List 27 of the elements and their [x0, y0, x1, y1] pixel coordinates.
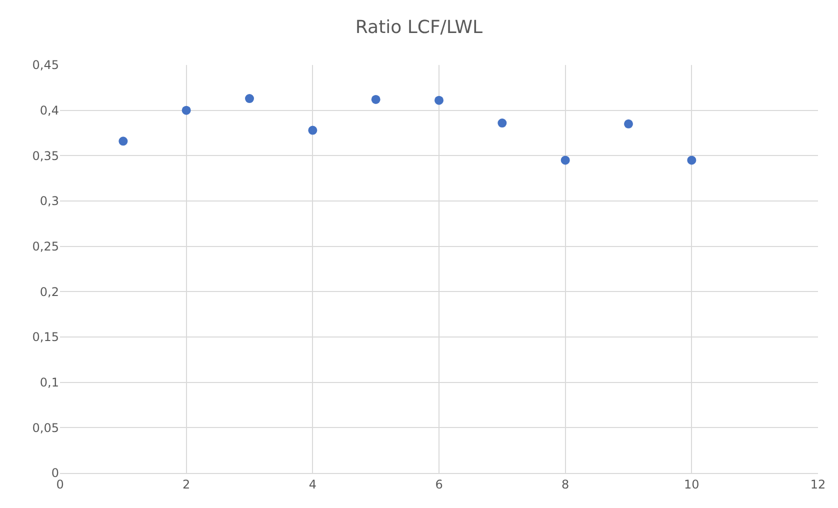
point — [118, 136, 128, 146]
y-tick-label: 0 — [51, 466, 59, 480]
point — [434, 96, 444, 105]
x-tick-label: 6 — [435, 477, 443, 492]
chart-title: Ratio LCF/LWL — [355, 16, 483, 38]
point — [624, 119, 633, 128]
y-tick-label: 0,05 — [32, 420, 59, 435]
point — [560, 156, 570, 165]
x-tick-label: 2 — [182, 477, 190, 492]
point — [308, 126, 318, 135]
x-tick-label: 8 — [562, 477, 570, 492]
y-tick-label: 0,35 — [32, 148, 59, 163]
y-tick-label: 0,1 — [40, 376, 59, 390]
y-tick-label: 0,45 — [32, 58, 59, 72]
y-tick-label: 0,2 — [40, 284, 59, 299]
x-tick-label: 4 — [308, 477, 316, 492]
y-tick-label: 0,15 — [32, 330, 59, 344]
point — [371, 94, 380, 104]
x-tick-label: 12 — [810, 477, 826, 492]
y-tick-label: 0,25 — [32, 240, 59, 254]
point — [245, 94, 254, 104]
point — [498, 118, 507, 128]
y-tick-label: 0,3 — [40, 194, 59, 208]
y-tick-label: 0,4 — [40, 104, 59, 118]
x-tick-label: 10 — [684, 477, 700, 492]
point — [687, 156, 696, 165]
point — [182, 106, 191, 115]
